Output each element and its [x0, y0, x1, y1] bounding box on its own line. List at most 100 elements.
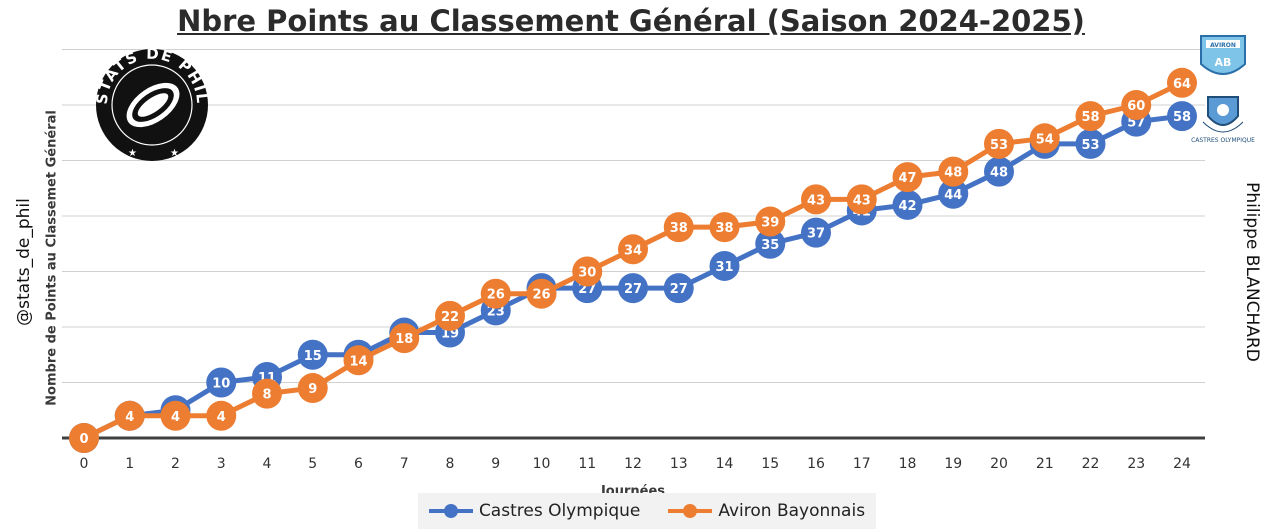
data-label: 53	[990, 138, 1008, 153]
data-label: 23	[487, 304, 505, 319]
castres-olympique-crest-icon: CASTRES OLYMPIQUE	[1191, 96, 1255, 144]
data-point	[1121, 90, 1152, 120]
x-tick-label: 9	[491, 456, 500, 472]
data-point	[572, 256, 603, 287]
data-label: 39	[761, 216, 779, 231]
data-label: 48	[990, 166, 1008, 181]
data-point	[938, 178, 969, 209]
x-tick-label: 3	[217, 456, 226, 472]
data-point	[618, 234, 648, 265]
data-label: 10	[212, 377, 230, 392]
data-label: 42	[898, 199, 916, 214]
data-point	[297, 339, 328, 370]
data-label: 4	[171, 410, 180, 425]
data-point	[984, 156, 1014, 187]
data-label: 19	[441, 327, 459, 342]
rugby-ball-icon	[126, 82, 180, 128]
data-label: 15	[304, 349, 322, 364]
stats-de-phil-logo: STATS DE PHIL ★ ★	[93, 45, 210, 161]
x-tick-label: 16	[807, 456, 825, 472]
x-tick-label: 6	[354, 456, 363, 472]
logo-star-icon: ★	[128, 148, 137, 159]
x-tick-label: 13	[670, 456, 688, 472]
data-point	[1029, 123, 1060, 154]
data-point	[663, 212, 694, 243]
x-tick-label: 23	[1127, 456, 1145, 472]
data-point	[755, 228, 786, 259]
svg-text:AB: AB	[1215, 56, 1232, 69]
data-label: 43	[807, 193, 825, 208]
data-point	[709, 250, 740, 281]
data-label: 4	[217, 410, 226, 425]
x-tick-label: 18	[899, 456, 917, 472]
data-label: 47	[898, 171, 916, 186]
data-label: 27	[578, 282, 596, 297]
data-label: 58	[1173, 110, 1191, 125]
legend-item-castres: Castres Olympique	[428, 501, 641, 521]
x-tick-label: 17	[853, 456, 871, 472]
svg-text:CASTRES OLYMPIQUE: CASTRES OLYMPIQUE	[1191, 137, 1255, 144]
data-point	[1167, 67, 1197, 98]
data-point	[801, 217, 831, 248]
data-point	[892, 189, 923, 220]
x-tick-label: 7	[400, 456, 409, 472]
x-tick-label: 10	[533, 456, 551, 472]
data-point	[1167, 101, 1197, 132]
data-label: 60	[1127, 99, 1145, 114]
data-label: 8	[262, 388, 271, 403]
data-label: 58	[1081, 110, 1099, 125]
x-tick-label: 12	[624, 456, 642, 472]
data-label: 22	[441, 310, 459, 325]
data-point	[892, 162, 923, 193]
x-tick-label: 1	[125, 456, 134, 472]
data-point	[297, 373, 328, 404]
x-tick-label: 0	[80, 456, 89, 472]
data-point	[846, 184, 877, 215]
data-label: 38	[670, 221, 688, 236]
x-tick-label: 2	[171, 456, 180, 472]
x-tick-label: 15	[761, 456, 779, 472]
data-label: 37	[807, 227, 825, 242]
x-tick-labels: 0 1 2 3 4 5 6 7 8 9 10 11 12 13 14 15 16 17 18 19 20 21 22 23 24	[80, 456, 1191, 472]
chart-legend: Castres Olympique Aviron Bayonnais	[418, 493, 876, 529]
data-point	[435, 300, 465, 331]
data-point	[114, 400, 145, 431]
data-label: 35	[761, 238, 779, 253]
data-point	[343, 345, 374, 376]
data-point	[69, 423, 99, 453]
series-castres: 0451011151519192327272727313537414244485…	[69, 101, 1197, 453]
legend-marker-castres	[428, 504, 473, 518]
data-point	[709, 212, 740, 243]
aviron-bayonnais-crest-icon: AVIRON AB	[1200, 35, 1246, 75]
legend-item-bayonne: Aviron Bayonnais	[668, 501, 865, 521]
data-label: 26	[532, 288, 550, 303]
data-label: 0	[79, 432, 88, 447]
data-point	[663, 273, 694, 304]
x-tick-label: 22	[1082, 456, 1100, 472]
x-tick-label: 11	[578, 456, 596, 472]
data-label: 14	[349, 354, 367, 369]
data-label: 27	[670, 282, 688, 297]
data-label: 4	[125, 410, 134, 425]
data-label: 26	[487, 288, 505, 303]
data-point	[480, 278, 511, 309]
data-point	[206, 400, 237, 431]
data-label: 44	[944, 188, 962, 203]
data-point	[618, 273, 648, 304]
data-label: 9	[308, 382, 317, 397]
legend-label-castres: Castres Olympique	[478, 501, 641, 521]
x-tick-label: 21	[1036, 456, 1054, 472]
data-label: 18	[395, 332, 413, 347]
data-point	[389, 323, 420, 354]
series-layer: 0451011151519192327272727313537414244485…	[69, 67, 1197, 453]
x-tick-label: 4	[263, 456, 272, 472]
x-tick-label: 14	[716, 456, 734, 472]
x-tick-label: 19	[944, 456, 962, 472]
data-label: 54	[1036, 132, 1054, 147]
legend-label-bayonne: Aviron Bayonnais	[718, 501, 866, 521]
gridlines	[62, 49, 1205, 383]
logo-star-icon: ★	[170, 148, 179, 159]
data-label: 27	[624, 282, 642, 297]
